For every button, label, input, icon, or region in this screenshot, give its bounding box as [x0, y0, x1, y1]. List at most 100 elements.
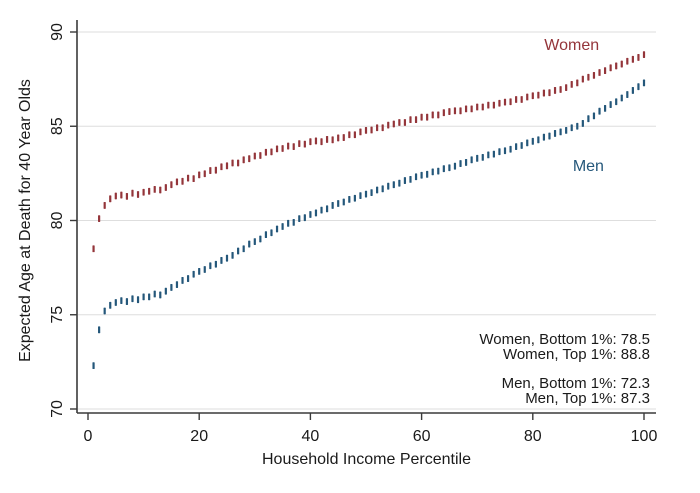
women-data-marker [637, 54, 640, 61]
women-data-marker [459, 107, 462, 115]
men-data-marker [148, 293, 151, 301]
men-data-marker [592, 112, 596, 120]
annotation-line-3: Men, Top 1%: 87.3 [525, 390, 650, 407]
women-data-marker [398, 119, 401, 126]
men-data-marker [370, 189, 373, 197]
men-data-marker [631, 87, 634, 94]
women-data-marker [587, 73, 590, 81]
men-data-marker [381, 185, 384, 193]
annotation-line-0: Women, Bottom 1%: 78.5 [479, 331, 650, 348]
women-data-marker [448, 108, 451, 115]
men-data-marker [114, 299, 117, 306]
men-data-marker [109, 301, 112, 309]
women-data-marker [570, 81, 573, 88]
men-data-marker [492, 150, 495, 158]
y-tick-label-90: 90 [49, 23, 66, 41]
men-data-marker [309, 211, 312, 218]
women-data-marker [581, 75, 584, 83]
women-data-marker [287, 142, 290, 150]
men-data-marker [420, 171, 423, 179]
x-tick-label-40: 40 [302, 428, 320, 445]
x-tick-label-100: 100 [631, 428, 658, 445]
men-data-marker [253, 238, 256, 246]
women-data-marker [309, 138, 312, 146]
men-data-marker [136, 296, 140, 304]
men-data-marker [409, 176, 412, 183]
men-data-marker [342, 198, 345, 206]
women-data-marker [403, 119, 407, 126]
women-data-marker [565, 84, 568, 92]
men-data-marker [426, 170, 429, 178]
women-data-marker [498, 99, 501, 107]
men-data-marker [537, 136, 540, 144]
men-data-marker [453, 162, 457, 170]
women-data-marker [331, 136, 334, 144]
men-data-marker [509, 145, 512, 153]
men-data-marker [642, 79, 646, 87]
women-data-marker [237, 159, 240, 167]
women-data-marker [426, 113, 429, 121]
men-data-marker [120, 297, 123, 305]
women-data-marker [92, 245, 95, 253]
women-data-marker [609, 64, 612, 72]
women-data-marker [598, 69, 601, 76]
women-data-marker [175, 178, 179, 186]
men-data-marker [609, 101, 612, 108]
men-data-marker [192, 270, 195, 278]
women-data-marker [164, 184, 167, 191]
men-data-marker [237, 247, 240, 255]
men-data-marker [203, 266, 206, 273]
men-data-marker [598, 107, 601, 115]
men-data-marker [225, 254, 229, 262]
men-data-marker [314, 209, 318, 217]
women-data-marker [159, 186, 162, 194]
women-data-marker [370, 126, 373, 134]
men-data-marker [325, 205, 329, 213]
men-data-marker [270, 229, 273, 237]
women-data-marker [103, 202, 106, 209]
men-data-marker [626, 91, 629, 98]
women-data-marker [275, 145, 279, 153]
men-data-marker [292, 218, 295, 226]
men-data-marker [175, 281, 179, 288]
women-data-marker [481, 103, 484, 111]
women-data-marker [437, 111, 440, 119]
women-data-marker [181, 177, 184, 185]
women-data-marker [314, 137, 318, 145]
men-data-marker [526, 139, 529, 147]
women-data-marker [626, 57, 629, 65]
men-data-marker [398, 179, 401, 187]
men-data-marker [198, 267, 201, 275]
women-data-marker [259, 152, 262, 159]
annotation-line-2: Men, Bottom 1%: 72.3 [502, 375, 650, 392]
y-axis-title: Expected Age at Death for 40 Year Olds [17, 79, 34, 362]
men-data-marker [209, 262, 212, 270]
men-data-marker [515, 143, 518, 151]
women-data-marker [348, 131, 351, 139]
women-data-marker [136, 191, 140, 198]
women-data-marker [292, 143, 295, 151]
women-data-marker [264, 148, 268, 156]
men-data-marker [498, 148, 501, 156]
women-data-marker [392, 120, 395, 128]
women-data-marker [98, 215, 101, 223]
women-data-marker [576, 79, 579, 87]
women-data-marker [337, 134, 340, 142]
men-data-marker [164, 287, 167, 295]
men-data-marker [459, 160, 462, 167]
men-data-marker [448, 164, 451, 172]
men-data-marker [559, 128, 562, 136]
men-data-marker [531, 137, 534, 145]
women-data-marker [487, 101, 490, 109]
men-data-marker [320, 206, 323, 214]
x-tick-label-80: 80 [524, 428, 542, 445]
women-data-marker [603, 67, 607, 75]
men-data-marker [353, 194, 356, 202]
men-data-marker [348, 195, 351, 203]
men-data-marker [242, 245, 245, 253]
men-data-marker [159, 291, 162, 299]
men-data-marker [231, 251, 234, 259]
men-data-marker [503, 147, 507, 155]
men-data-marker [248, 240, 251, 248]
